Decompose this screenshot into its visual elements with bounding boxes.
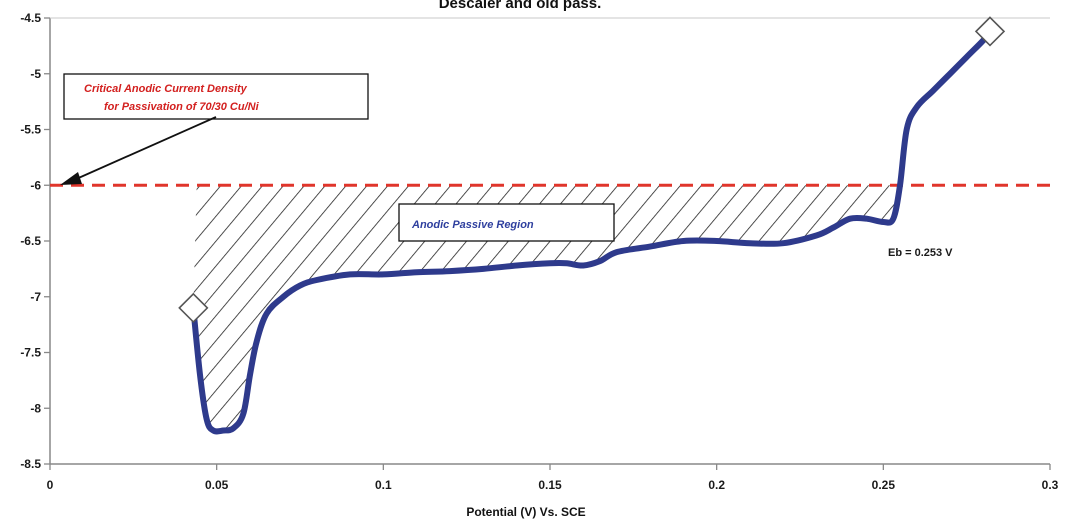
- x-tick-label: 0: [47, 478, 54, 492]
- y-tick-label: -5: [30, 67, 41, 81]
- end-diamond-marker: [974, 16, 1006, 47]
- critical-annotation-line2: for Passivation of 70/30 Cu/Ni: [104, 101, 260, 113]
- x-tick-label: 0.05: [205, 478, 229, 492]
- eb-label: Eb = 0.253 V: [888, 247, 953, 259]
- critical-annotation: Critical Anodic Current Density for Pass…: [60, 73, 369, 185]
- x-tick-label: 0.15: [538, 478, 562, 492]
- y-tick-label: -7.5: [20, 346, 41, 360]
- y-tick-label: -8.5: [20, 457, 41, 471]
- critical-annotation-line1: Critical Anodic Current Density: [84, 83, 248, 95]
- passive-region-hatch: [193, 185, 901, 432]
- passive-region-label-box: [398, 203, 615, 242]
- start-diamond-marker: [178, 292, 209, 324]
- chart-title: Descaler and old pass.: [439, 0, 602, 12]
- passive-region-annotation: Anodic Passive Region: [398, 203, 615, 242]
- y-tick-label: -8: [30, 401, 41, 415]
- y-tick-label: -4.5: [20, 11, 41, 25]
- y-tick-label: -5.5: [20, 123, 41, 137]
- polarization-curve: [190, 28, 993, 435]
- critical-annotation-arrow: [73, 116, 217, 181]
- y-tick-label: -6.5: [20, 234, 41, 248]
- x-tick-label: 0.3: [1042, 478, 1059, 492]
- passive-region-label: Anodic Passive Region: [411, 219, 534, 231]
- y-tick-label: -7: [30, 290, 41, 304]
- critical-annotation-box: [63, 73, 369, 120]
- y-tick-group: -4.5 -5 -5.5 -6 -6.5 -7 -7.5 -8 -8.5: [20, 11, 50, 471]
- x-tick-label: 0.2: [708, 478, 725, 492]
- x-tick-label: 0.1: [375, 478, 392, 492]
- arrow-head-icon: [60, 172, 82, 185]
- x-tick-group: 0 0.05 0.1 0.15 0.2 0.25 0.3: [47, 464, 1059, 492]
- x-axis-label: Potential (V) Vs. SCE: [466, 505, 585, 519]
- x-tick-label: 0.25: [872, 478, 896, 492]
- y-tick-label: -6: [30, 178, 41, 192]
